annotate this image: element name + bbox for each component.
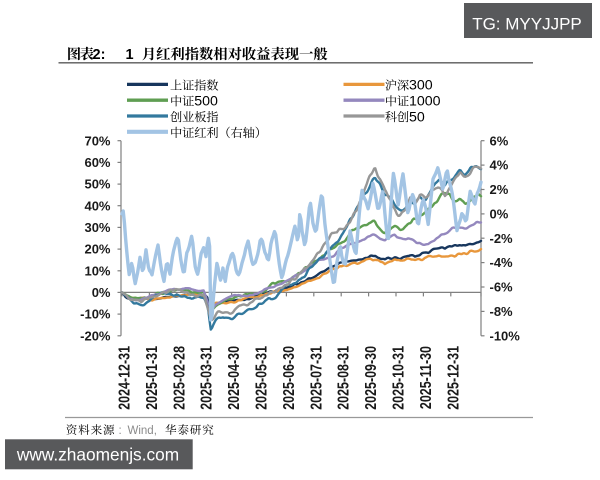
svg-text:TG: MYYJJPP: TG: MYYJJPP xyxy=(472,15,582,34)
svg-text:500: 500 xyxy=(194,94,218,110)
svg-text:4%: 4% xyxy=(490,158,509,173)
svg-text:2025-02-28: 2025-02-28 xyxy=(171,346,189,410)
svg-text:30%: 30% xyxy=(84,220,110,235)
svg-text:1000: 1000 xyxy=(409,94,441,110)
svg-text:2%: 2% xyxy=(490,182,509,197)
svg-text:2025-03-31: 2025-03-31 xyxy=(198,346,216,410)
svg-text:1: 1 xyxy=(126,47,134,63)
svg-text:2025-04-30: 2025-04-30 xyxy=(226,346,244,410)
svg-text:2025-12-31: 2025-12-31 xyxy=(445,346,463,410)
svg-text:50: 50 xyxy=(409,109,425,125)
svg-text:-8%: -8% xyxy=(490,304,514,319)
svg-text:50%: 50% xyxy=(84,177,110,192)
svg-text::: : xyxy=(119,425,122,437)
svg-text:10%: 10% xyxy=(84,263,110,278)
svg-text:2025-10-31: 2025-10-31 xyxy=(390,346,408,410)
svg-text:0%: 0% xyxy=(92,285,111,300)
svg-text:300: 300 xyxy=(409,78,433,94)
svg-text:2024-12-31: 2024-12-31 xyxy=(116,346,134,410)
svg-text:2025-08-31: 2025-08-31 xyxy=(335,346,353,410)
svg-text:6%: 6% xyxy=(490,133,509,148)
svg-text:0%: 0% xyxy=(490,207,509,222)
svg-text:2025-07-31: 2025-07-31 xyxy=(308,346,326,410)
svg-text:2:: 2: xyxy=(93,47,106,63)
svg-text:-6%: -6% xyxy=(490,280,514,295)
svg-text:2025-06-30: 2025-06-30 xyxy=(281,346,299,410)
svg-text:2025-09-30: 2025-09-30 xyxy=(363,346,381,410)
svg-text:40%: 40% xyxy=(84,198,110,213)
svg-text:-20%: -20% xyxy=(80,328,111,343)
svg-text:www.zhaomenjs.com: www.zhaomenjs.com xyxy=(16,445,179,465)
svg-text:2025-11-30: 2025-11-30 xyxy=(418,346,436,409)
svg-text:Wind,: Wind, xyxy=(128,425,157,437)
svg-text:-4%: -4% xyxy=(490,255,514,270)
svg-text:-2%: -2% xyxy=(490,231,514,246)
svg-text:-10%: -10% xyxy=(490,328,521,343)
svg-text:20%: 20% xyxy=(84,242,110,257)
svg-text:2025-05-31: 2025-05-31 xyxy=(253,346,271,410)
svg-text:2025-01-31: 2025-01-31 xyxy=(144,346,162,410)
svg-text:-10%: -10% xyxy=(80,307,111,322)
svg-text:60%: 60% xyxy=(84,155,110,170)
svg-text:70%: 70% xyxy=(84,133,110,148)
